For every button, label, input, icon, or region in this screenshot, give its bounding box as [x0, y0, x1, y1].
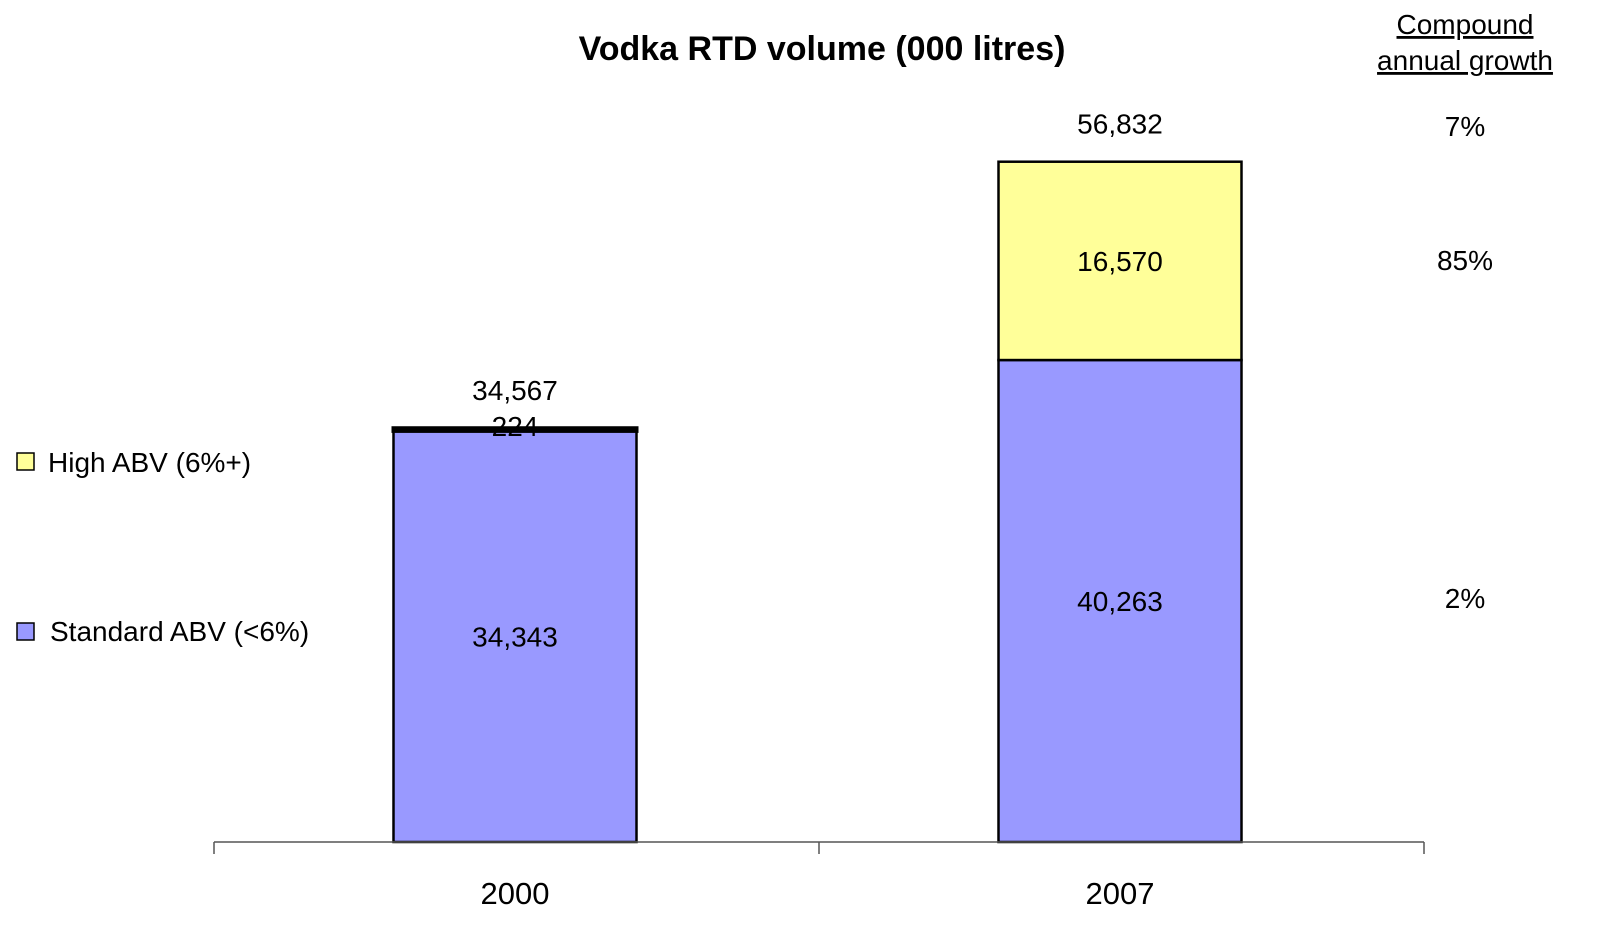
- x-axis: 2000 2007: [213, 841, 1425, 911]
- bar-high-2007: [997, 160, 1243, 362]
- cagr-standard-abv: 2%: [1445, 583, 1485, 614]
- bar-standard-2000: [392, 429, 638, 844]
- label-standard-2000: 34,343: [472, 621, 558, 652]
- legend-swatch-high-abv: [16, 452, 35, 471]
- label-high-2007: 16,570: [1077, 246, 1163, 277]
- bar-high-2000: [391, 426, 639, 433]
- legend: High ABV (6%+) Standard ABV (<6%): [16, 447, 309, 647]
- cagr-high-abv: 85%: [1437, 245, 1493, 276]
- label-total-2000: 34,567: [472, 375, 558, 406]
- bars-group: [391, 160, 1243, 844]
- legend-swatch-standard-abv: [16, 622, 35, 641]
- legend-label-high-abv: High ABV (6%+): [48, 447, 251, 478]
- labels-group: 34,343 224 34,567 40,263 16,570 56,832: [472, 109, 1163, 653]
- label-high-2000: 224: [492, 411, 539, 442]
- legend-label-standard-abv: Standard ABV (<6%): [50, 616, 309, 647]
- cagr-total: 7%: [1445, 111, 1485, 142]
- x-tick-label-2007: 2007: [1086, 876, 1155, 911]
- cagr-header-line1: Compound: [1397, 9, 1534, 40]
- x-tick-label-2000: 2000: [481, 876, 550, 911]
- label-total-2007: 56,832: [1077, 109, 1163, 140]
- label-standard-2007: 40,263: [1077, 586, 1163, 617]
- chart-title: Vodka RTD volume (000 litres): [579, 30, 1066, 68]
- cagr-header-line2: annual growth: [1377, 45, 1553, 76]
